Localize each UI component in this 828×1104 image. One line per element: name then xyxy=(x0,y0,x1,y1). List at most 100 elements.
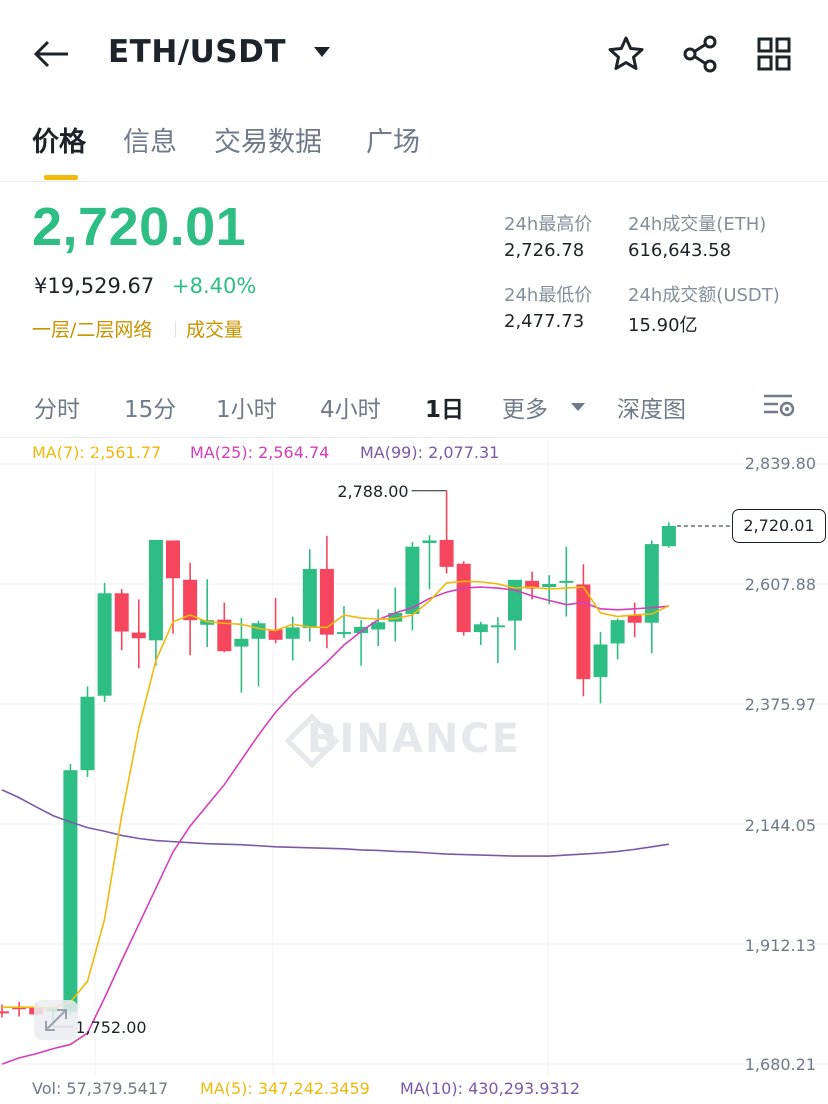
ma99-line xyxy=(1,789,670,857)
star-icon xyxy=(608,36,644,70)
candle-body xyxy=(371,622,386,630)
candle-body xyxy=(525,580,540,589)
interval-more[interactable]: 更多 xyxy=(502,397,548,423)
candle-body xyxy=(610,620,625,644)
ma7-line xyxy=(2,580,670,1010)
tag-volume[interactable]: 成交量 xyxy=(186,319,244,341)
divider xyxy=(0,437,828,438)
tag-separator xyxy=(175,321,176,337)
candle-body xyxy=(302,568,317,628)
vol-eth-label: 24h成交量(ETH) xyxy=(628,214,767,235)
y-tick-label: 2,607.88 xyxy=(744,575,816,594)
candle-body xyxy=(80,696,95,771)
pair-title[interactable]: ETH/USDT xyxy=(108,34,286,70)
volume-legend: Vol: 57,379.5417 xyxy=(32,1079,169,1098)
candle-body xyxy=(559,580,574,583)
interval-1d[interactable]: 1日 xyxy=(425,397,465,423)
indicator-settings-icon xyxy=(764,394,795,417)
y-tick-label: 2,839.80 xyxy=(744,454,816,473)
tag-layer-network[interactable]: 一层/二层网络 xyxy=(32,319,153,341)
candle-body xyxy=(0,1011,9,1014)
watermark: BINANCE xyxy=(307,716,521,762)
expand-icon xyxy=(45,1009,67,1031)
share-icon xyxy=(683,35,717,73)
candle-body xyxy=(319,568,334,635)
candle-body xyxy=(661,525,676,547)
candle-body xyxy=(576,584,591,680)
change-percent: +8.40% xyxy=(172,274,257,298)
ma7-legend: MA(7): 2,561.77 xyxy=(32,443,162,462)
y-tick-label: 1,912.13 xyxy=(744,936,816,955)
candle-body xyxy=(627,615,642,623)
candle-body xyxy=(234,638,249,647)
high-label: 24h最高价 xyxy=(504,214,593,235)
pair-dropdown-button[interactable] xyxy=(312,44,332,64)
low-marker-label: 1,752.00 xyxy=(75,1018,146,1037)
candle-body xyxy=(439,539,454,567)
candle-body xyxy=(593,644,608,678)
dropdown-caret-icon xyxy=(314,47,330,57)
layout-button[interactable] xyxy=(756,36,792,76)
candle-body xyxy=(217,619,232,652)
vol-eth-value: 616,643.58 xyxy=(628,240,732,261)
candle-body xyxy=(131,632,146,639)
candle-body xyxy=(337,632,351,635)
candle-body xyxy=(183,579,198,621)
y-tick-label: 2,375.97 xyxy=(744,695,816,714)
divider xyxy=(0,181,828,182)
back-button[interactable] xyxy=(30,36,74,72)
favorite-button[interactable] xyxy=(606,34,646,78)
volume-ma5-legend: MA(5): 347,242.3459 xyxy=(200,1079,370,1098)
low-value: 2,477.73 xyxy=(504,311,585,332)
y-tick-label: 1,680.21 xyxy=(744,1055,816,1074)
candle-body xyxy=(405,546,420,614)
candle-body xyxy=(251,623,266,639)
fullscreen-button[interactable] xyxy=(34,1000,78,1040)
candlestick-chart[interactable]: BINANCE 2,788.00 1,752.00 xyxy=(0,438,828,1078)
interval-15m[interactable]: 15分 xyxy=(124,397,177,423)
candle-body xyxy=(12,1007,27,1010)
more-caret-icon xyxy=(570,398,586,417)
candle-body xyxy=(490,625,505,628)
ma25-line xyxy=(1,586,669,1065)
candle-body xyxy=(388,612,403,622)
current-price-tag: 2,720.01 xyxy=(732,508,826,543)
ma25-legend: MA(25): 2,564.74 xyxy=(190,443,330,462)
interval-4h[interactable]: 4小时 xyxy=(320,397,381,423)
high-value: 2,726.78 xyxy=(504,240,585,261)
chart-settings-button[interactable] xyxy=(762,390,798,424)
tab-price[interactable]: 价格 xyxy=(32,127,86,158)
candle-body xyxy=(473,624,488,633)
interval-timeline[interactable]: 分时 xyxy=(34,397,80,423)
back-arrow-icon xyxy=(33,40,68,68)
candle-body xyxy=(63,770,78,1012)
depth-chart-tab[interactable]: 深度图 xyxy=(617,397,686,423)
vol-usdt-label: 24h成交额(USDT) xyxy=(628,285,780,306)
grid-icon xyxy=(757,37,791,71)
candle-body xyxy=(542,583,557,588)
vol-usdt-value: 15.90亿 xyxy=(628,315,698,336)
candle-body xyxy=(166,540,180,579)
share-button[interactable] xyxy=(680,34,720,78)
cny-price: ¥19,529.67 xyxy=(34,274,155,298)
binance-logo-icon xyxy=(284,713,340,769)
candle-body xyxy=(422,540,437,544)
candle-body xyxy=(456,563,471,633)
low-label: 24h最低价 xyxy=(504,285,593,306)
last-price: 2,720.01 xyxy=(32,197,247,257)
tab-square[interactable]: 广场 xyxy=(366,127,420,158)
y-tick-label: 2,144.05 xyxy=(744,816,816,835)
candle-body xyxy=(354,626,369,634)
candle-body xyxy=(97,593,112,696)
candle-body xyxy=(508,579,522,621)
candle-body xyxy=(114,593,129,632)
active-tab-indicator xyxy=(44,175,78,180)
tab-trading-data[interactable]: 交易数据 xyxy=(214,127,322,158)
volume-ma10-legend: MA(10): 430,293.9312 xyxy=(400,1079,581,1098)
high-marker-label: 2,788.00 xyxy=(337,482,408,501)
interval-1h[interactable]: 1小时 xyxy=(216,397,277,423)
candle-body xyxy=(644,544,659,623)
ma99-legend: MA(99): 2,077.31 xyxy=(360,443,500,462)
tab-info[interactable]: 信息 xyxy=(123,127,177,158)
candle-body xyxy=(285,627,300,639)
